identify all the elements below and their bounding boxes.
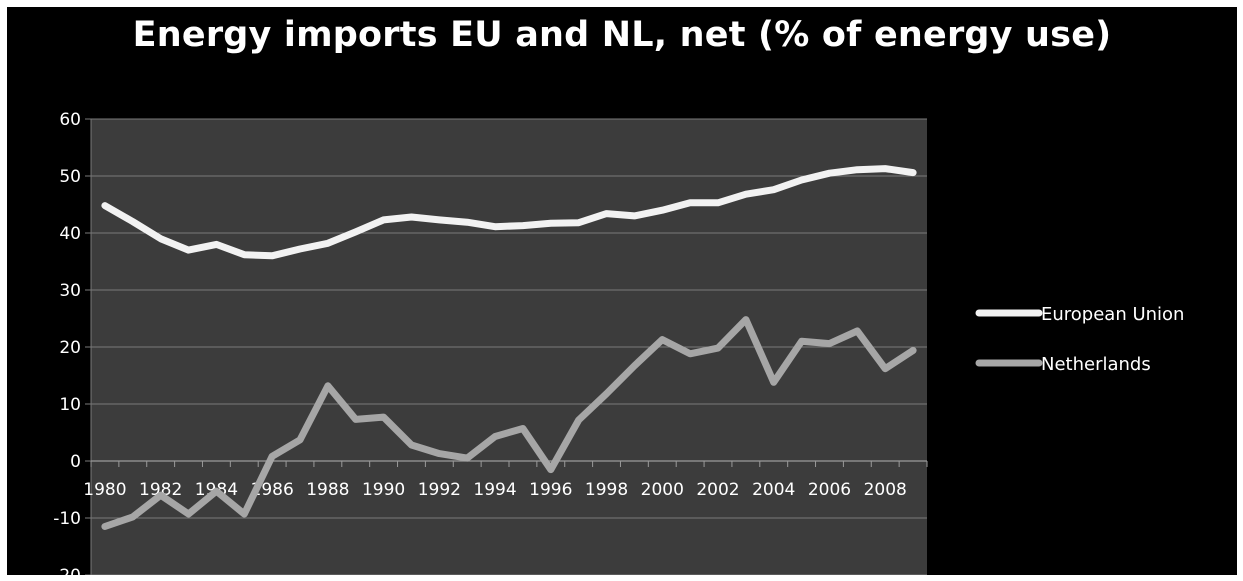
chart-area: Energy imports EU and NL, net (% of ener… (7, 7, 1237, 575)
x-tick-label: 2002 (696, 480, 739, 500)
y-tick-label: -20 (53, 566, 81, 575)
chart-title: Energy imports EU and NL, net (% of ener… (132, 15, 1112, 55)
legend-label-netherlands: Netherlands (1041, 354, 1151, 375)
y-axis: -20 -10 0 10 20 30 40 50 60 (53, 110, 92, 575)
series-line-netherlands (101, 316, 917, 530)
y-tick-label: 30 (59, 281, 81, 301)
x-tick-label: 1998 (585, 480, 628, 500)
x-tick-label: 1996 (529, 480, 572, 500)
x-tick-label: 1982 (139, 480, 182, 500)
y-tick-label: 10 (59, 395, 81, 415)
x-tick-label: 2000 (641, 480, 684, 500)
x-tick-label: 2008 (864, 480, 907, 500)
y-tick-label: 50 (59, 167, 81, 187)
x-axis: 1980 1982 1984 1986 1988 1990 1992 1994 1996 1998… (83, 460, 928, 500)
series-lines (101, 165, 917, 530)
y-tick-label: -10 (53, 509, 81, 529)
y-tick-label: 20 (59, 338, 81, 358)
x-tick-label: 1992 (418, 480, 461, 500)
legend: European Union Netherlands (975, 304, 1184, 375)
y-tick-label: 0 (70, 452, 81, 472)
legend-label-european-union: European Union (1041, 304, 1184, 325)
x-tick-label: 1994 (473, 480, 516, 500)
y-tick-label: 40 (59, 224, 81, 244)
x-tick-label: 2006 (808, 480, 851, 500)
x-tick-label: 1980 (83, 480, 126, 500)
x-tick-label: 1988 (306, 480, 349, 500)
gridlines (91, 118, 927, 575)
series-line-european-union (101, 165, 917, 260)
y-tick-label: 60 (59, 110, 81, 130)
x-tick-label: 2004 (752, 480, 795, 500)
x-tick-label: 1990 (362, 480, 405, 500)
